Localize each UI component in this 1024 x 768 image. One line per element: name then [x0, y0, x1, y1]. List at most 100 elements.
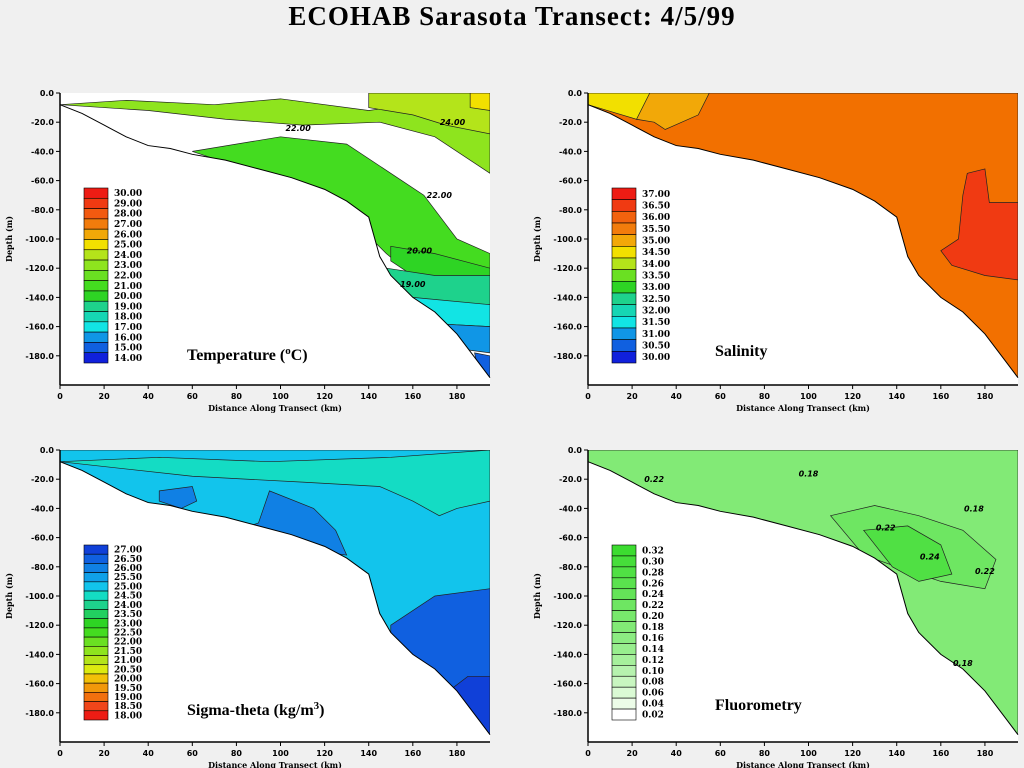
x-tick-label: 160 [932, 749, 949, 758]
contour-label: 0.24 [920, 553, 940, 562]
x-tick-label: 0 [585, 749, 591, 758]
legend-swatch [611, 199, 637, 212]
legend-swatch [611, 544, 637, 557]
seafloor-line [59, 104, 491, 379]
legend-label: 32.50 [642, 295, 670, 305]
legend-swatch [83, 342, 109, 354]
legend-swatch [83, 239, 109, 251]
x-axis-label: Distance Along Transect (km) [736, 403, 870, 413]
legend-swatch [83, 655, 109, 666]
legend: 30.0029.0028.0027.0026.0025.0024.0023.00… [83, 187, 142, 364]
seafloor-line [587, 104, 1019, 379]
panel-title: Salinity [715, 343, 767, 360]
legend-label: 0.20 [642, 612, 664, 622]
x-tick-label: 140 [888, 749, 905, 758]
y-tick-label: -160.0 [25, 680, 54, 689]
legend-label: 22.00 [114, 272, 142, 282]
legend-swatch [611, 304, 637, 317]
y-tick-label: -160.0 [553, 323, 582, 332]
chart-panel-3: 0 20 40 60 80 100 120 140 160 180 0.0 -20.0 -40.0 -60… [4, 446, 491, 768]
y-tick-label: -20.0 [559, 118, 582, 127]
y-tick-label: -80.0 [559, 563, 582, 572]
legend-swatch [83, 321, 109, 333]
x-tick-label: 80 [759, 749, 771, 758]
legend-swatch [83, 228, 109, 240]
legend-label: 21.50 [114, 647, 142, 657]
legend-label: 24.50 [114, 592, 142, 602]
legend-swatch [611, 351, 637, 364]
contour-label: 0.18 [953, 659, 973, 668]
legend-label: 26.00 [114, 230, 142, 240]
legend-swatch [83, 590, 109, 601]
legend-swatch [611, 327, 637, 340]
x-tick-label: 20 [627, 392, 639, 401]
panel-title-main: Fluorometry [715, 697, 802, 714]
legend-label: 36.00 [642, 213, 670, 223]
legend-swatch [83, 664, 109, 675]
panel-title-main: Sigma-theta (kg/m [187, 702, 314, 719]
legend-swatch [83, 609, 109, 619]
y-tick-label: -140.0 [25, 650, 54, 659]
seafloor-line [587, 461, 1019, 736]
x-tick-label: 160 [404, 392, 421, 401]
legend-label: 0.02 [642, 711, 664, 721]
legend-label: 31.50 [642, 318, 670, 328]
legend-swatch [83, 544, 109, 555]
legend-swatch [611, 577, 637, 590]
legend-swatch [611, 234, 637, 247]
legend-swatch [611, 222, 637, 235]
legend-label: 0.12 [642, 656, 664, 666]
legend-swatch [611, 643, 637, 655]
legend-label: 36.50 [642, 202, 670, 212]
legend-label: 24.00 [114, 601, 142, 611]
x-tick-label: 120 [316, 749, 333, 758]
y-tick-label: 0.0 [568, 446, 583, 455]
legend-label: 0.14 [642, 645, 664, 655]
y-tick-label: -80.0 [559, 206, 582, 215]
legend-label: 23.00 [114, 261, 142, 271]
y-axis-label: Depth (m) [4, 573, 14, 619]
legend-swatch [83, 249, 109, 261]
legend-swatch [83, 187, 109, 199]
x-tick-label: 120 [316, 392, 333, 401]
y-tick-label: -40.0 [559, 147, 582, 156]
contour-region-3 [862, 525, 953, 582]
x-axis-label: Distance Along Transect (km) [208, 403, 342, 413]
y-tick-label: -100.0 [553, 592, 582, 601]
legend-label: 35.00 [642, 237, 670, 247]
contour-label: 24.00 [440, 118, 466, 127]
legend-swatch [83, 627, 109, 638]
contour-label: 20.00 [407, 247, 433, 256]
legend-label: 21.00 [114, 656, 142, 666]
legend-label: 16.00 [114, 333, 142, 343]
x-tick-label: 180 [449, 749, 466, 758]
y-tick-label: -120.0 [553, 264, 582, 273]
legend-swatch [83, 280, 109, 292]
legend-swatch [83, 710, 109, 721]
legend-label: 31.00 [642, 330, 670, 340]
y-tick-label: -120.0 [25, 621, 54, 630]
x-tick-label: 60 [715, 749, 727, 758]
legend-label: 19.00 [114, 302, 142, 312]
x-tick-label: 60 [187, 392, 199, 401]
legend-swatch [611, 675, 637, 688]
x-tick-label: 120 [844, 749, 861, 758]
x-tick-label: 140 [888, 392, 905, 401]
legend-label: 34.00 [642, 260, 670, 270]
legend-swatch [611, 708, 637, 721]
legend-label: 28.00 [114, 210, 142, 220]
y-tick-label: -60.0 [559, 534, 582, 543]
legend-label: 19.00 [114, 693, 142, 703]
contour-label: 0.18 [964, 504, 984, 513]
legend-label: 35.50 [642, 225, 670, 235]
legend-swatch [611, 269, 637, 282]
chart-panel-4: 0 20 40 60 80 100 120 140 160 180 0.0 -20.0 -40.0 -60… [532, 446, 1019, 768]
legend-swatch [83, 673, 109, 684]
y-tick-label: -60.0 [31, 177, 54, 186]
figure-title: ECOHAB Sarasota Transect: 4/5/99 [288, 1, 736, 31]
legend-label: 0.10 [642, 667, 664, 677]
legend-swatch [611, 610, 637, 622]
x-tick-label: 60 [187, 749, 199, 758]
legend: 0.320.300.280.260.240.220.200.180.160.14… [611, 544, 664, 721]
panel-title: Temperature (oC) [187, 345, 308, 364]
